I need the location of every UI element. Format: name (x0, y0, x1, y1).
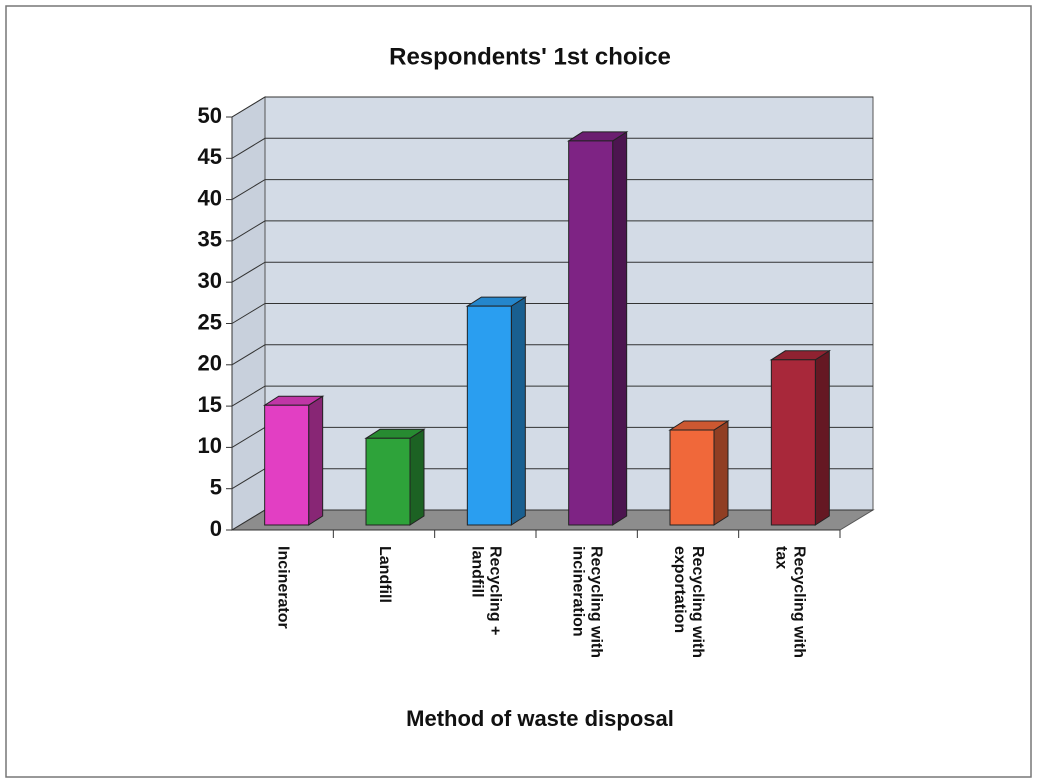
y-tick-label: 30 (198, 268, 222, 293)
y-tick-label: 15 (198, 392, 222, 417)
bar-side (409, 428, 425, 526)
bar-front (466, 305, 512, 526)
bar (364, 428, 426, 526)
y-tick-label: 5 (210, 475, 222, 500)
y-tick-label: 35 (198, 227, 222, 252)
bar-front (365, 437, 411, 526)
bar-side (510, 296, 526, 526)
grid-line (231, 344, 873, 366)
x-tick-label: Incinerator (274, 546, 291, 629)
bar-side (814, 349, 830, 526)
grid-line (231, 137, 873, 159)
bar-front (568, 140, 614, 526)
bar-front (669, 429, 715, 526)
bar (668, 420, 730, 526)
grid-line (231, 220, 873, 242)
grid-line (231, 261, 873, 283)
y-tick-label: 0 (210, 516, 222, 541)
y-tick-label: 20 (198, 351, 222, 376)
x-tick-label: Recycling withincineration (569, 546, 604, 658)
y-tick-label: 25 (198, 309, 222, 334)
chart-title: Respondents' 1st choice (389, 43, 671, 70)
x-axis-label: Method of waste disposal (406, 706, 674, 731)
grid-line (231, 96, 873, 118)
bar-side (308, 395, 324, 526)
x-tick-label: Recycling withexportation (671, 546, 706, 658)
grid-line (231, 179, 873, 201)
bar (465, 296, 528, 526)
x-tick-label: Landfill (376, 546, 393, 603)
y-tick-label: 45 (198, 144, 222, 169)
bar (769, 349, 832, 526)
x-tick-label: Recycling +landfill (468, 546, 503, 635)
grid-line (231, 385, 873, 407)
y-tick-label: 10 (198, 433, 222, 458)
bar-side (612, 130, 628, 526)
bar (262, 395, 325, 526)
y-tick-label: 50 (198, 103, 222, 128)
bar-side (713, 420, 729, 526)
grid-line (231, 303, 873, 324)
y-tick-label: 40 (198, 185, 222, 210)
bar-front (770, 359, 816, 526)
x-tick-label: Recycling withtax (772, 546, 807, 658)
bar-front (264, 404, 310, 526)
bar (566, 130, 629, 526)
